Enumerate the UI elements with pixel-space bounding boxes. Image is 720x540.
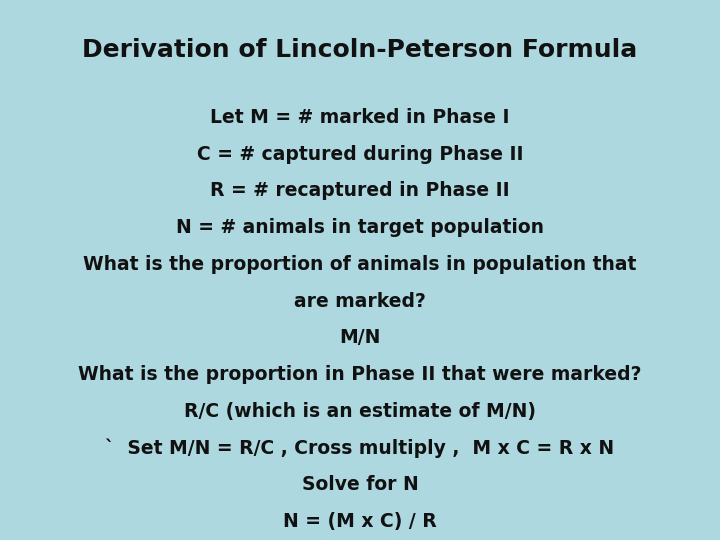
Text: N = (M x C) / R: N = (M x C) / R bbox=[283, 512, 437, 531]
Text: Solve for N: Solve for N bbox=[302, 475, 418, 494]
Text: What is the proportion of animals in population that: What is the proportion of animals in pop… bbox=[84, 255, 636, 274]
Text: are marked?: are marked? bbox=[294, 292, 426, 310]
Text: Let M = # marked in Phase I: Let M = # marked in Phase I bbox=[210, 108, 510, 127]
Text: R/C (which is an estimate of M/N): R/C (which is an estimate of M/N) bbox=[184, 402, 536, 421]
Text: C = # captured during Phase II: C = # captured during Phase II bbox=[197, 145, 523, 164]
Text: What is the proportion in Phase II that were marked?: What is the proportion in Phase II that … bbox=[78, 365, 642, 384]
Text: Derivation of Lincoln-Peterson Formula: Derivation of Lincoln-Peterson Formula bbox=[82, 38, 638, 62]
Text: M/N: M/N bbox=[339, 328, 381, 347]
Text: R = # recaptured in Phase II: R = # recaptured in Phase II bbox=[210, 181, 510, 200]
Text: N = # animals in target population: N = # animals in target population bbox=[176, 218, 544, 237]
Text: `  Set M/N = R/C , Cross multiply ,  M x C = R x N: ` Set M/N = R/C , Cross multiply , M x C… bbox=[105, 438, 615, 458]
